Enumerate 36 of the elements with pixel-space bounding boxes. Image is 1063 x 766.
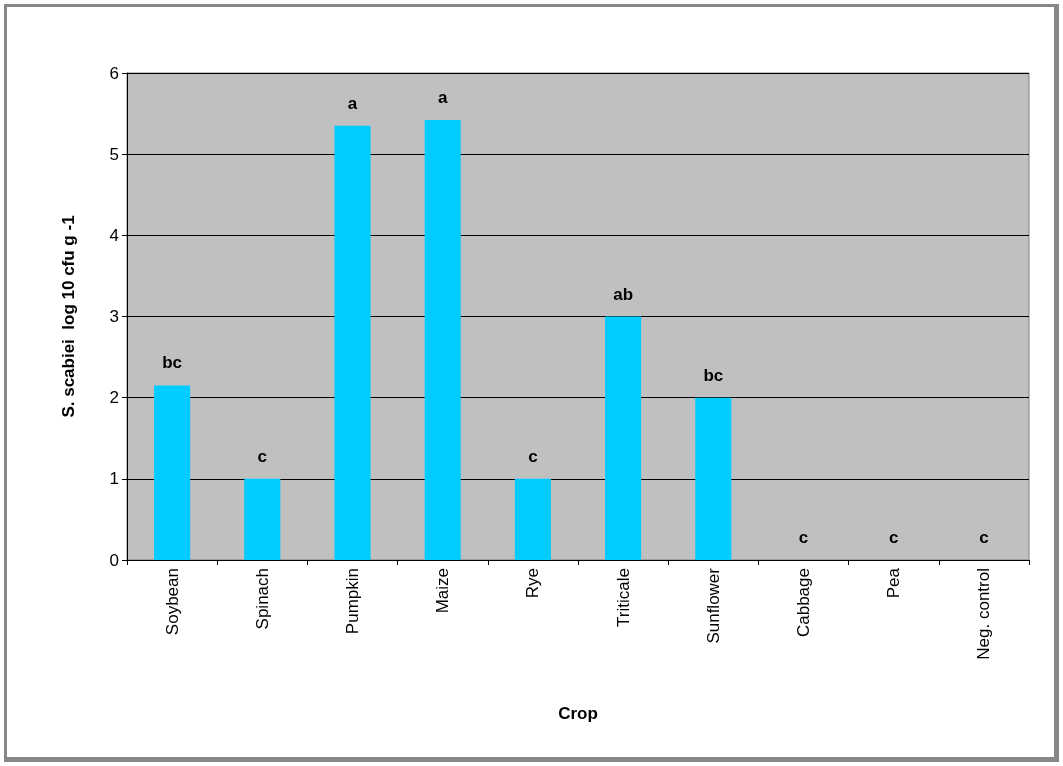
data-label: c <box>528 446 538 466</box>
data-label: c <box>979 528 989 547</box>
data-label: c <box>888 528 899 547</box>
data-label: c <box>798 528 809 547</box>
x-tick-label: Rye <box>523 568 543 599</box>
data-label: bc <box>162 353 183 373</box>
x-tick-label: Cabbage <box>794 568 813 638</box>
bar <box>514 478 551 560</box>
bar <box>244 478 281 560</box>
y-tick-label: 4 <box>109 225 119 245</box>
y-tick-label: 1 <box>109 469 119 489</box>
x-tick-label: Spinach <box>252 568 272 630</box>
x-tick-label: Sunflower <box>703 567 723 644</box>
x-tick-label: Neg. control <box>974 568 994 660</box>
bar <box>154 385 191 560</box>
x-tick-label: Maize <box>433 568 453 614</box>
x-tick-label: Soybean <box>162 568 182 636</box>
y-tick-label: 3 <box>109 307 119 326</box>
y-axis-title: S. scabiei log 10 cfu g -1 <box>59 215 78 418</box>
bar <box>424 120 461 560</box>
bar <box>695 397 732 560</box>
data-label: c <box>257 446 268 466</box>
x-tick-label: Triticale <box>613 568 633 627</box>
x-tick-label: Pumpkin <box>343 568 362 635</box>
y-tick-label: 5 <box>109 144 119 164</box>
data-label: a <box>437 88 448 108</box>
bar <box>605 316 642 560</box>
y-tick-label: 0 <box>109 550 119 570</box>
y-tick-label: 2 <box>109 388 119 408</box>
data-label: ab <box>613 284 634 304</box>
data-label: a <box>347 93 358 113</box>
data-label: bc <box>703 365 724 385</box>
bar <box>334 125 371 560</box>
x-axis-title: Crop <box>558 704 598 723</box>
x-tick-label: Pea <box>884 567 904 599</box>
y-tick-label: 6 <box>109 63 119 83</box>
